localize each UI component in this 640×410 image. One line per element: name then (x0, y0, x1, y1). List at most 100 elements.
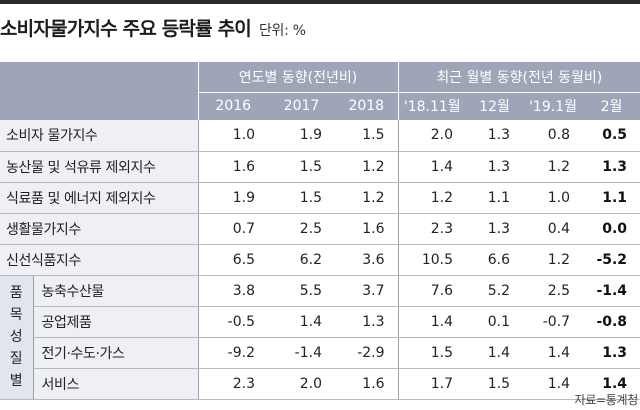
table-row: 생활물가지수 0.7 2.5 1.6 2.3 1.3 0.4 0.0 (0, 213, 640, 245)
table-cell: -0.5 (198, 306, 268, 338)
table-cell: 3.7 (335, 275, 399, 307)
table-cell: 0.0 (583, 213, 640, 245)
monthly-group-header: 최근 월별 동향(전년 동월비) (398, 62, 640, 93)
table-cell: 1.3 (583, 151, 640, 183)
table-cell: 1.4 (466, 337, 524, 369)
table-cell: 2.3 (198, 368, 268, 400)
table-row: 식료품 및 에너지 제외지수 1.9 1.5 1.2 1.2 1.1 1.0 1… (0, 182, 640, 214)
table-cell: 1.5 (268, 151, 335, 183)
table-cell: -5.2 (583, 244, 640, 276)
row-label: 소비자 물가지수 (0, 120, 199, 152)
side-label-char: 성 (9, 329, 23, 345)
table-cell: 3.8 (198, 275, 268, 307)
table-cell: 1.9 (268, 120, 335, 152)
table-cell: 10.5 (398, 244, 467, 276)
table-cell: 1.4 (583, 368, 640, 400)
row-label: 신선식품지수 (0, 244, 199, 276)
table-row: 농산물 및 석유류 제외지수 1.6 1.5 1.2 1.4 1.3 1.2 1… (0, 151, 640, 183)
table-cell: -2.9 (335, 337, 399, 369)
row-label: 생활물가지수 (0, 213, 199, 245)
side-label-char: 목 (9, 307, 23, 323)
table-cell: -1.4 (268, 337, 335, 369)
table-cell: 1.6 (335, 213, 399, 245)
table-row: 전기·수도·가스 -9.2 -1.4 -2.9 1.5 1.4 1.4 1.3 (0, 337, 640, 369)
table-cell: -9.2 (198, 337, 268, 369)
row-label: 서비스 (33, 368, 199, 400)
table-cell: 1.2 (335, 151, 399, 183)
row-label: 전기·수도·가스 (33, 337, 199, 369)
table-cell: 2.0 (398, 120, 467, 152)
column-header: 2017 (268, 92, 335, 120)
table-cell: 2.0 (268, 368, 335, 400)
table-cell: 0.5 (583, 120, 640, 152)
table-cell: 1.4 (268, 306, 335, 338)
side-label-char: 별 (9, 373, 23, 389)
table-cell: 1.2 (398, 182, 467, 214)
annual-group-header: 연도별 동향(전년비) (198, 62, 399, 93)
row-label: 식료품 및 에너지 제외지수 (0, 182, 199, 214)
table-cell: 2.3 (398, 213, 467, 245)
column-header: '18.11월 (398, 92, 467, 120)
table-body: 소비자 물가지수 1.0 1.9 1.5 2.0 1.3 0.8 0.5 농산물… (0, 120, 640, 400)
table-cell: 1.3 (466, 120, 524, 152)
table-cell: 1.5 (466, 368, 524, 400)
table-cell: 1.2 (523, 151, 584, 183)
table-cell: 0.7 (198, 213, 268, 245)
table-header: 연도별 동향(전년비) 최근 월별 동향(전년 동월비) 2016 2017 2… (0, 62, 640, 120)
table-cell: 2.5 (268, 213, 335, 245)
column-header: 2월 (583, 92, 640, 120)
row-label: 공업제품 (33, 306, 199, 338)
table-cell: 5.5 (268, 275, 335, 307)
table-cell: 1.5 (398, 337, 467, 369)
table-cell: 3.6 (335, 244, 399, 276)
table-cell: 1.1 (583, 182, 640, 214)
side-label-char: 품 (9, 285, 23, 301)
table-cell: -1.4 (583, 275, 640, 307)
table-cell: 0.4 (523, 213, 584, 245)
row-label: 농축수산물 (33, 275, 199, 307)
table-cell: 1.3 (466, 151, 524, 183)
table-cell: -0.8 (583, 306, 640, 338)
table-cell: 1.1 (466, 182, 524, 214)
table-row: 공업제품 -0.5 1.4 1.3 1.4 0.1 -0.7 -0.8 (0, 306, 640, 338)
table-row: 서비스 2.3 2.0 1.6 1.7 1.5 1.4 1.4 (0, 368, 640, 400)
table-cell: 1.4 (523, 337, 584, 369)
table-cell: 5.2 (466, 275, 524, 307)
table-cell: 0.1 (466, 306, 524, 338)
table-cell: 1.4 (398, 151, 467, 183)
column-header: 2016 (198, 92, 268, 120)
unit-label: 단위: % (258, 23, 306, 39)
table-row: 품 목 성 질 별 농축수산물 3.8 5.5 3.7 7.6 5.2 2.5 … (0, 275, 640, 400)
title-row: 소비자물가지수 주요 등락률 추이 단위: % (0, 14, 306, 44)
table-cell: 1.6 (198, 151, 268, 183)
table-cell: 0.8 (523, 120, 584, 152)
table-cell: -0.7 (523, 306, 584, 338)
top-rule (0, 0, 640, 4)
table-cell: 1.5 (335, 120, 399, 152)
source-note: 자료=통계청 (574, 393, 639, 407)
table-cell: 1.3 (335, 306, 399, 338)
table-cell: 7.6 (398, 275, 467, 307)
row-label: 농산물 및 석유류 제외지수 (0, 151, 199, 183)
table-cell: 1.4 (398, 306, 467, 338)
table-cell: 2.5 (523, 275, 584, 307)
table-cell: 6.2 (268, 244, 335, 276)
table-cell: 1.4 (523, 368, 584, 400)
header-blank (0, 62, 199, 120)
table-cell: 1.2 (335, 182, 399, 214)
table-cell: 6.5 (198, 244, 268, 276)
column-header: 12월 (466, 92, 524, 120)
table-cell: 1.0 (523, 182, 584, 214)
table-cell: 1.6 (335, 368, 399, 400)
table-cell: 1.3 (466, 213, 524, 245)
cpi-table: 연도별 동향(전년비) 최근 월별 동향(전년 동월비) 2016 2017 2… (0, 62, 640, 400)
table-cell: 1.7 (398, 368, 467, 400)
column-header: 2018 (335, 92, 399, 120)
side-label-char: 질 (9, 351, 23, 367)
table-cell: 1.3 (583, 337, 640, 369)
table-cell: 6.6 (466, 244, 524, 276)
table-cell: 1.5 (268, 182, 335, 214)
table-cell: 1.2 (523, 244, 584, 276)
table-row: 소비자 물가지수 1.0 1.9 1.5 2.0 1.3 0.8 0.5 (0, 120, 640, 152)
table-row: 신선식품지수 6.5 6.2 3.6 10.5 6.6 1.2 -5.2 (0, 244, 640, 276)
